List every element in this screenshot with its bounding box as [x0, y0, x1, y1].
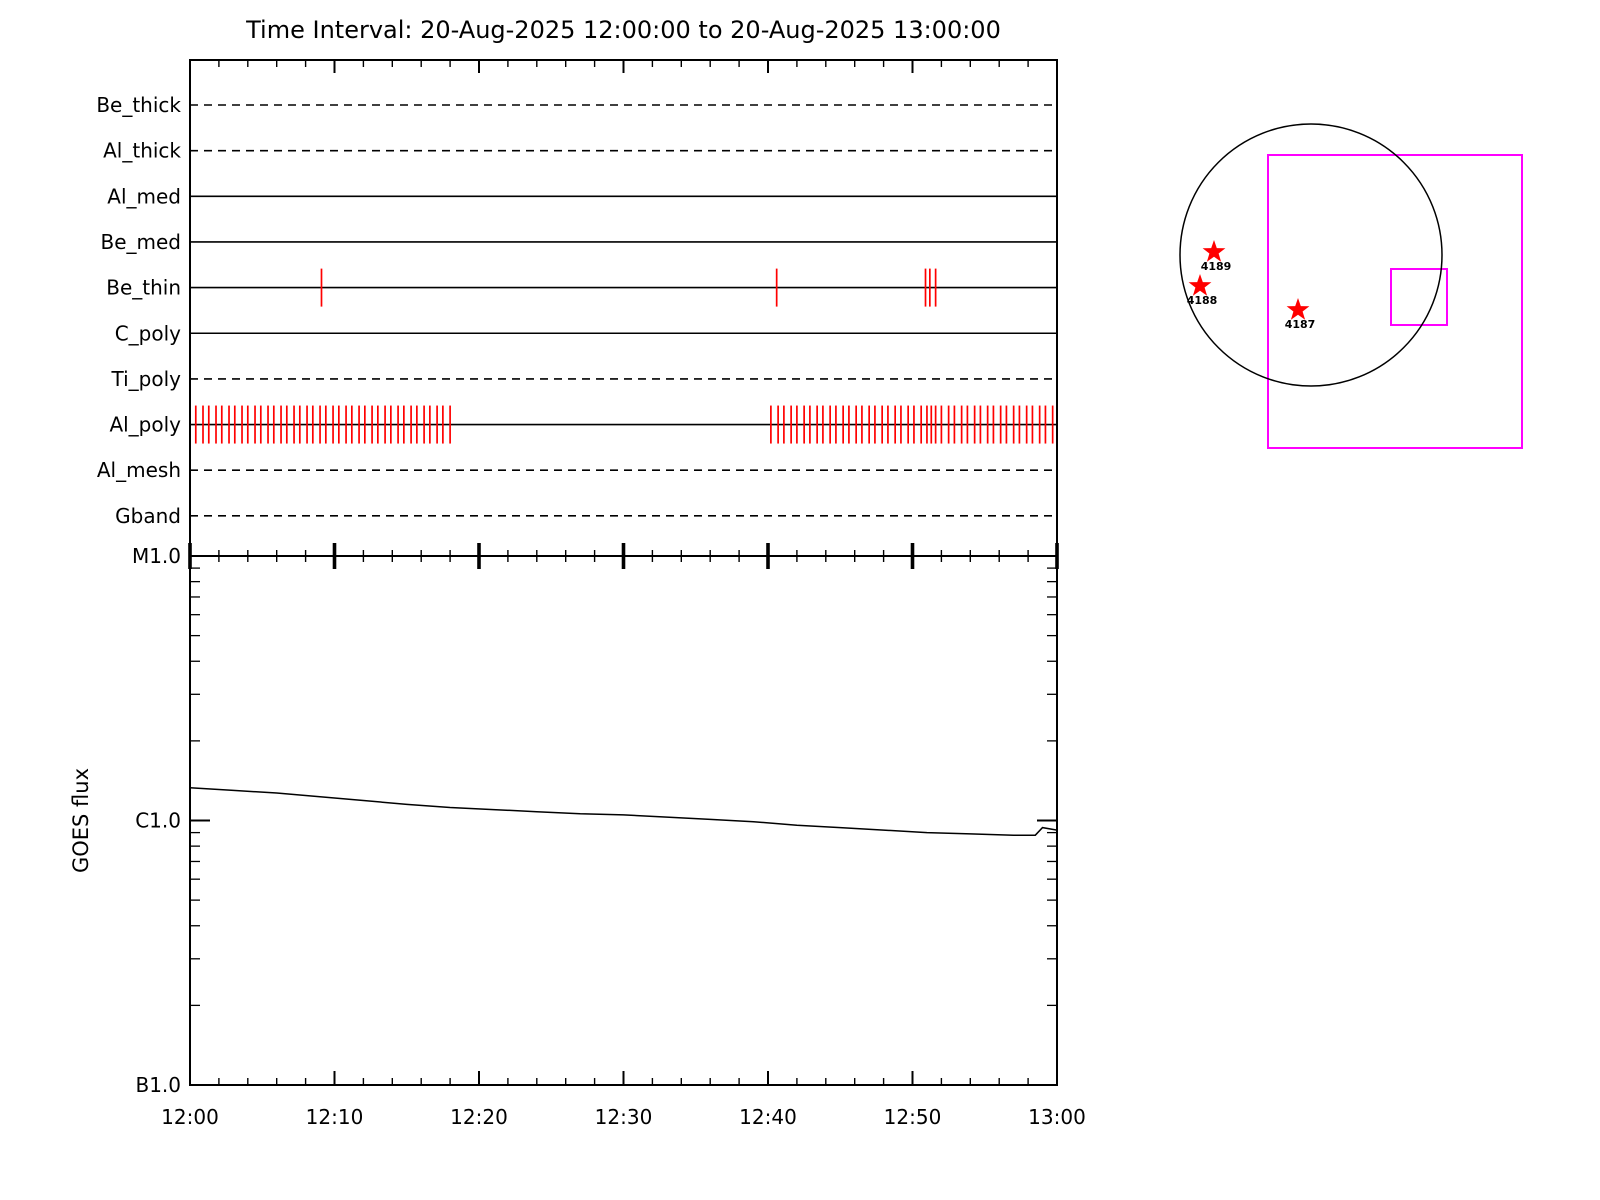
x-tick-label: 12:20 — [450, 1105, 508, 1129]
channel-label: Al_med — [107, 184, 181, 208]
goes-ylabel: GOES flux — [69, 768, 93, 873]
active-region-star — [1202, 240, 1226, 262]
x-tick-label: 12:00 — [161, 1105, 219, 1129]
x-tick-label: 13:00 — [1028, 1105, 1086, 1129]
active-region-label: 4188 — [1187, 294, 1218, 307]
active-region-label: 4187 — [1285, 318, 1316, 331]
y-tick-label: M1.0 — [132, 544, 181, 568]
x-tick-label: 12:30 — [595, 1105, 653, 1129]
x-tick-label: 12:50 — [884, 1105, 942, 1129]
channel-label: Al_poly — [109, 413, 181, 437]
channel-label: Al_thick — [103, 139, 181, 163]
x-tick-label: 12:10 — [306, 1105, 364, 1129]
plot-title: Time Interval: 20-Aug-2025 12:00:00 to 2… — [246, 16, 1001, 44]
channel-label: Ti_poly — [111, 367, 182, 391]
active-region-star — [1188, 274, 1212, 296]
y-tick-label: C1.0 — [135, 809, 181, 833]
channel-label: Gband — [115, 504, 181, 528]
active-region-label: 4189 — [1201, 260, 1232, 273]
channel-label: C_poly — [115, 321, 181, 345]
x-tick-label: 12:40 — [739, 1105, 797, 1129]
goes-flux-line — [189, 786, 1058, 836]
channel-label: Be_med — [100, 230, 181, 254]
goes-panel-border — [189, 555, 1058, 1086]
channel-label: Be_thick — [96, 93, 181, 117]
solar-disk — [1179, 123, 1443, 387]
channel-label: Al_mesh — [97, 458, 181, 482]
y-tick-label: B1.0 — [135, 1073, 181, 1097]
timeline-panel-border — [189, 59, 1058, 557]
fov-box — [1390, 268, 1448, 326]
channel-label: Be_thin — [106, 276, 181, 300]
fov-box — [1267, 154, 1523, 449]
active-region-star — [1286, 298, 1310, 320]
